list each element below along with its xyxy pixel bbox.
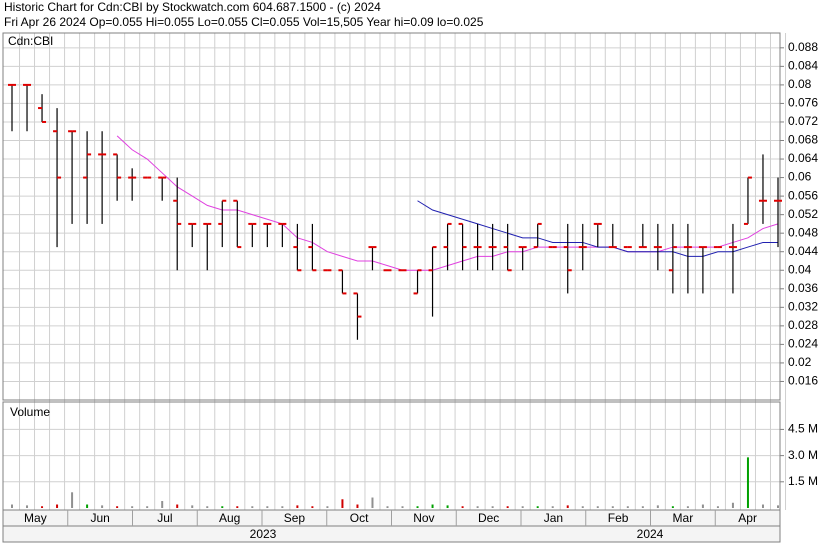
volume-bar	[146, 506, 149, 508]
volume-bar	[86, 504, 89, 508]
volume-bar	[26, 505, 29, 508]
volume-bar	[101, 505, 104, 508]
volume-bar	[116, 506, 119, 508]
volume-bar	[671, 506, 674, 508]
volume-tick-label: 1.5 M	[788, 474, 818, 488]
month-label: Jan	[544, 511, 563, 525]
volume-bar	[401, 506, 404, 508]
volume-bar	[356, 504, 359, 508]
y-tick-label: 0.048	[788, 225, 818, 239]
volume-bar	[506, 506, 509, 508]
month-label: Mar	[673, 511, 694, 525]
volume-bar	[581, 506, 584, 508]
year-label: 2024	[637, 527, 664, 541]
volume-bar	[191, 505, 194, 508]
volume-bar	[41, 506, 44, 508]
volume-bar	[431, 504, 434, 508]
volume-tick-label: 4.5 M	[788, 422, 818, 436]
y-tick-label: 0.032	[788, 299, 818, 313]
month-label: Jun	[90, 511, 109, 525]
volume-bar	[71, 492, 74, 508]
volume-bar	[386, 506, 389, 508]
y-tick-label: 0.08	[788, 77, 812, 91]
volume-bar	[311, 506, 314, 508]
price-pane	[2, 32, 781, 401]
volume-bar	[266, 506, 269, 508]
volume-bar	[11, 504, 13, 508]
month-label: Oct	[350, 511, 369, 525]
symbol-label: Cdn:CBI	[8, 34, 53, 48]
volume-bar	[56, 504, 59, 508]
volume-bar	[761, 504, 764, 508]
volume-bar	[521, 506, 524, 508]
month-label: May	[24, 511, 47, 525]
volume-bar	[777, 505, 779, 508]
volume-bar	[236, 506, 239, 508]
y-tick-label: 0.028	[788, 318, 818, 332]
y-tick-label: 0.02	[788, 355, 812, 369]
volume-bar	[611, 506, 614, 508]
volume-bar	[296, 505, 299, 508]
volume-bar	[461, 506, 464, 508]
y-tick-label: 0.036	[788, 281, 818, 295]
volume-tick-label: 3.0 M	[788, 448, 818, 462]
volume-bar	[731, 502, 734, 508]
volume-bar	[536, 506, 539, 508]
y-tick-label: 0.06	[788, 170, 812, 184]
volume-bar	[626, 506, 629, 508]
month-label: Dec	[478, 511, 499, 525]
volume-bar	[176, 504, 179, 508]
volume-bar	[206, 506, 209, 508]
month-label: Nov	[413, 511, 434, 525]
y-tick-label: 0.064	[788, 151, 818, 165]
volume-bar	[341, 499, 344, 508]
chart-title: Historic Chart for Cdn:CBI by Stockwatch…	[4, 0, 381, 14]
volume-bar	[701, 504, 704, 508]
month-label: Feb	[608, 511, 629, 525]
volume-bar	[551, 506, 554, 508]
volume-label: Volume	[10, 405, 50, 419]
volume-bar	[686, 506, 689, 508]
volume-bar	[326, 506, 329, 508]
volume-bar	[596, 506, 599, 508]
y-tick-label: 0.072	[788, 114, 818, 128]
y-tick-label: 0.016	[788, 374, 818, 388]
month-label: Apr	[738, 511, 757, 525]
y-tick-label: 0.056	[788, 188, 818, 202]
y-tick-label: 0.088	[788, 40, 818, 54]
y-tick-label: 0.076	[788, 96, 818, 110]
volume-bar	[416, 506, 419, 508]
volume-bar	[476, 506, 479, 508]
volume-bar	[746, 457, 749, 508]
volume-bar	[641, 506, 644, 508]
y-tick-label: 0.044	[788, 244, 818, 258]
month-label: Jul	[157, 511, 172, 525]
volume-bar	[566, 505, 569, 508]
volume-bar	[221, 506, 224, 508]
volume-bar	[446, 505, 449, 508]
volume-bar	[161, 501, 164, 508]
y-tick-label: 0.04	[788, 262, 812, 276]
volume-bar	[251, 506, 254, 508]
month-label: Aug	[219, 511, 240, 525]
chart-subtitle: Fri Apr 26 2024 Op=0.055 Hi=0.055 Lo=0.0…	[4, 15, 484, 29]
y-tick-label: 0.024	[788, 337, 818, 351]
month-label: Sep	[284, 511, 306, 525]
y-tick-label: 0.084	[788, 59, 818, 73]
volume-bar	[716, 506, 719, 508]
year-band	[2, 525, 781, 543]
volume-bar	[281, 506, 284, 508]
year-label: 2023	[250, 527, 277, 541]
y-tick-label: 0.052	[788, 207, 818, 221]
y-tick-label: 0.068	[788, 133, 818, 147]
volume-bar	[491, 506, 494, 508]
volume-bar	[656, 505, 659, 508]
volume-bar	[131, 506, 134, 508]
volume-bar	[371, 497, 374, 508]
